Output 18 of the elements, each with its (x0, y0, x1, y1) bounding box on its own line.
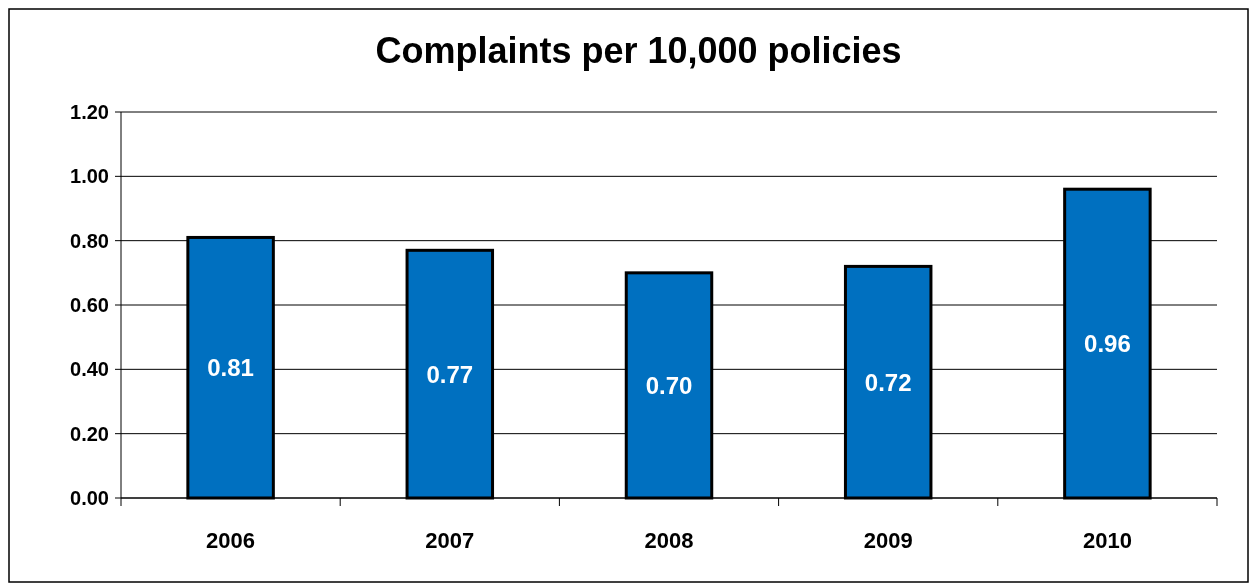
x-tick-label: 2007 (425, 528, 475, 553)
data-label: 0.96 (1084, 330, 1131, 357)
y-tick-label: 0.60 (70, 294, 109, 316)
data-label: 0.77 (426, 360, 474, 388)
y-tick-label: 0.00 (70, 487, 109, 509)
x-tick-label: 2006 (206, 528, 256, 553)
data-label: 0.81 (207, 354, 254, 382)
x-tick-label: 2008 (644, 528, 694, 553)
y-tick-label: 1.00 (70, 165, 109, 188)
y-tick-label: 0.40 (70, 358, 109, 381)
x-tick-label: 2009 (863, 528, 913, 553)
x-tick-label: 2010 (1082, 528, 1132, 553)
chart-title: Complaints per 10,000 policies (375, 30, 902, 71)
y-tick-label: 0.80 (70, 229, 109, 252)
y-tick-label: 1.20 (70, 101, 109, 123)
data-label: 0.72 (864, 368, 912, 396)
data-label: 0.70 (645, 371, 693, 399)
y-tick-label: 0.20 (70, 422, 109, 445)
